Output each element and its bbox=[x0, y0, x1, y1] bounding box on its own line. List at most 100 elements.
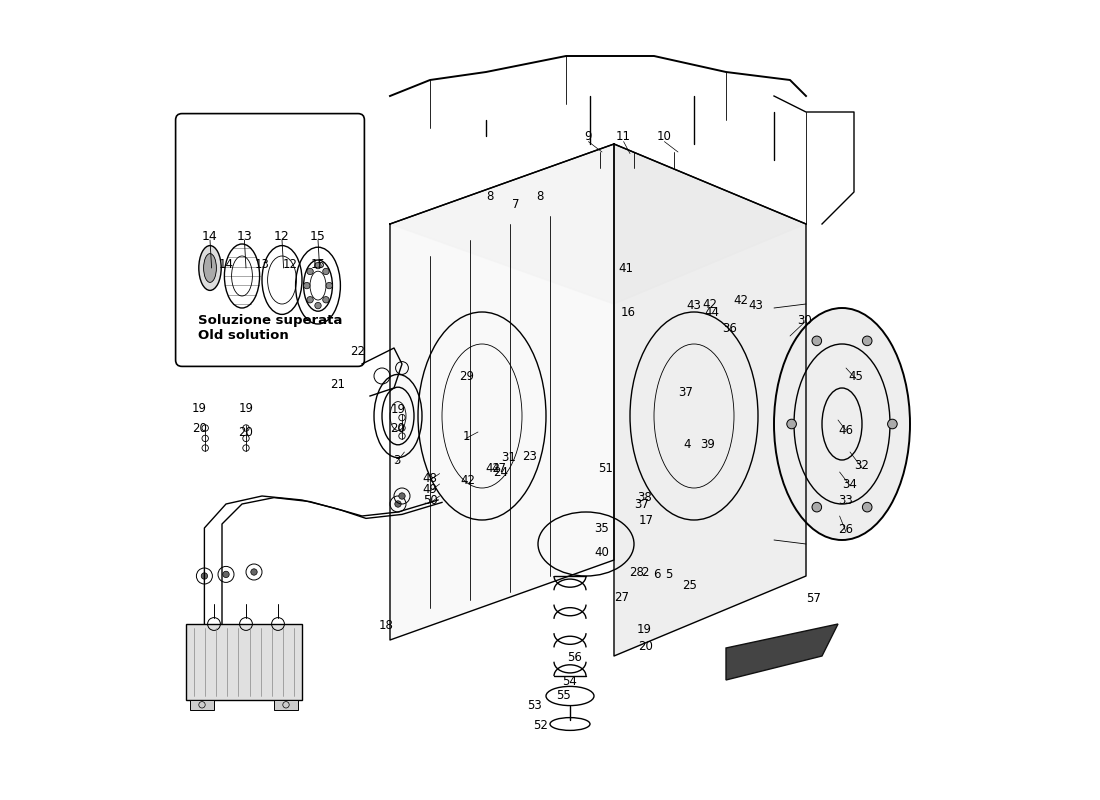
Text: 53: 53 bbox=[527, 699, 541, 712]
Text: 5: 5 bbox=[664, 568, 672, 581]
Text: 23: 23 bbox=[522, 450, 538, 462]
Text: 13: 13 bbox=[254, 258, 270, 270]
Text: 10: 10 bbox=[657, 130, 672, 142]
Circle shape bbox=[304, 282, 310, 289]
Text: 43: 43 bbox=[686, 299, 702, 312]
Circle shape bbox=[862, 502, 872, 512]
Text: 18: 18 bbox=[378, 619, 394, 632]
Text: 2: 2 bbox=[640, 566, 648, 578]
Text: 35: 35 bbox=[595, 522, 609, 534]
Text: 55: 55 bbox=[557, 689, 571, 702]
Text: 38: 38 bbox=[637, 491, 652, 504]
Text: 27: 27 bbox=[615, 591, 629, 604]
Text: 42: 42 bbox=[485, 462, 499, 474]
Text: 24: 24 bbox=[493, 466, 508, 478]
Text: 37: 37 bbox=[634, 498, 649, 510]
Bar bbox=[186, 624, 302, 700]
Polygon shape bbox=[390, 144, 614, 640]
Text: 29: 29 bbox=[460, 370, 474, 382]
Text: 6: 6 bbox=[653, 568, 661, 581]
Text: 19: 19 bbox=[390, 403, 406, 416]
Text: 30: 30 bbox=[798, 314, 812, 326]
Ellipse shape bbox=[774, 308, 910, 540]
Text: 41: 41 bbox=[618, 262, 634, 274]
Text: 20: 20 bbox=[390, 422, 406, 434]
Text: 44: 44 bbox=[704, 306, 719, 318]
Text: 8: 8 bbox=[537, 190, 544, 202]
Text: 1: 1 bbox=[462, 430, 470, 442]
Bar bbox=[274, 700, 298, 710]
Text: 48: 48 bbox=[422, 472, 438, 485]
Circle shape bbox=[322, 297, 329, 303]
Text: 3: 3 bbox=[393, 454, 400, 466]
Text: 56: 56 bbox=[568, 651, 582, 664]
Text: 57: 57 bbox=[806, 592, 822, 605]
Text: 19: 19 bbox=[239, 402, 253, 414]
Ellipse shape bbox=[199, 246, 221, 290]
Text: 20: 20 bbox=[192, 422, 207, 434]
Text: Soluzione superata
Old solution: Soluzione superata Old solution bbox=[198, 314, 342, 342]
Text: 14: 14 bbox=[202, 230, 218, 242]
Ellipse shape bbox=[204, 254, 217, 282]
Polygon shape bbox=[726, 624, 838, 680]
Text: 14: 14 bbox=[219, 258, 233, 270]
Text: 37: 37 bbox=[679, 386, 693, 398]
Circle shape bbox=[812, 336, 822, 346]
Text: 46: 46 bbox=[838, 424, 854, 437]
Text: 54: 54 bbox=[562, 675, 576, 688]
Circle shape bbox=[223, 571, 229, 578]
Text: 36: 36 bbox=[723, 322, 737, 334]
Text: 20: 20 bbox=[639, 640, 653, 653]
Text: 16: 16 bbox=[620, 306, 636, 318]
Text: 40: 40 bbox=[595, 546, 609, 558]
Circle shape bbox=[315, 262, 321, 269]
Text: 25: 25 bbox=[683, 579, 697, 592]
Text: 42: 42 bbox=[703, 298, 717, 310]
Circle shape bbox=[315, 302, 321, 309]
Text: 17: 17 bbox=[638, 514, 653, 526]
Text: 21: 21 bbox=[330, 378, 345, 390]
Text: 22: 22 bbox=[351, 346, 365, 358]
Text: 51: 51 bbox=[598, 462, 614, 474]
Text: 31: 31 bbox=[500, 451, 516, 464]
Text: 19: 19 bbox=[192, 402, 207, 414]
Text: 42: 42 bbox=[733, 294, 748, 306]
Circle shape bbox=[399, 493, 405, 499]
Text: 15: 15 bbox=[310, 230, 326, 242]
Polygon shape bbox=[390, 144, 806, 304]
Text: 20: 20 bbox=[239, 426, 253, 438]
Text: 15: 15 bbox=[310, 258, 326, 270]
Circle shape bbox=[201, 573, 208, 579]
Polygon shape bbox=[614, 144, 806, 656]
Text: 9: 9 bbox=[585, 130, 592, 142]
Text: 28: 28 bbox=[629, 566, 644, 578]
Text: 43: 43 bbox=[748, 299, 763, 312]
Text: 7: 7 bbox=[512, 198, 519, 210]
Circle shape bbox=[322, 268, 329, 274]
Text: 33: 33 bbox=[838, 494, 854, 506]
Circle shape bbox=[326, 282, 332, 289]
Text: 52: 52 bbox=[534, 719, 548, 732]
Text: 39: 39 bbox=[701, 438, 715, 450]
Text: 12: 12 bbox=[274, 230, 290, 242]
Text: 19: 19 bbox=[637, 623, 652, 636]
Text: 13: 13 bbox=[236, 230, 252, 242]
Text: 45: 45 bbox=[848, 370, 864, 382]
Bar bbox=[190, 700, 214, 710]
Text: 11: 11 bbox=[616, 130, 631, 142]
Circle shape bbox=[888, 419, 898, 429]
Text: 34: 34 bbox=[843, 478, 857, 490]
Circle shape bbox=[812, 502, 822, 512]
Text: 32: 32 bbox=[855, 459, 869, 472]
Text: 12: 12 bbox=[283, 258, 297, 270]
Text: 50: 50 bbox=[422, 494, 438, 507]
Circle shape bbox=[307, 297, 314, 303]
Circle shape bbox=[862, 336, 872, 346]
Text: 47: 47 bbox=[492, 462, 506, 474]
Circle shape bbox=[251, 569, 257, 575]
FancyBboxPatch shape bbox=[176, 114, 364, 366]
Text: 4: 4 bbox=[684, 438, 692, 450]
Text: 8: 8 bbox=[486, 190, 494, 202]
Text: 26: 26 bbox=[838, 523, 854, 536]
Circle shape bbox=[395, 501, 402, 507]
